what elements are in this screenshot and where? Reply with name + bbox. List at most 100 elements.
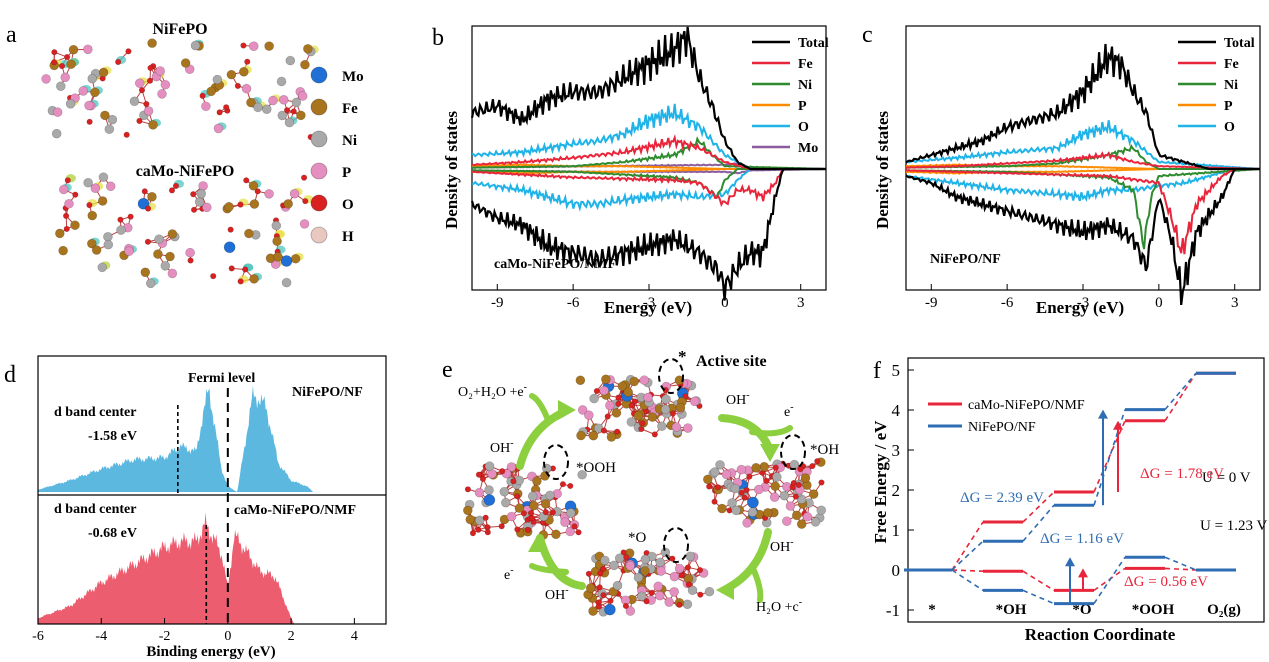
dos-line-total-up [905, 43, 1260, 171]
atom-fe [70, 220, 80, 231]
atom-o [593, 387, 600, 395]
atom-o [809, 462, 816, 470]
panel-label-e: e [442, 357, 453, 383]
atom-fe [529, 500, 539, 511]
nifepo-structure [41, 38, 319, 141]
atom-o [567, 482, 574, 490]
atom-p [671, 422, 682, 432]
atom-p [565, 526, 576, 537]
legend-label-o: O [1224, 120, 1235, 135]
legend-atom-mo [310, 66, 328, 84]
legend-label-p: P [1224, 99, 1233, 114]
energy-connector [1093, 556, 1126, 605]
atom-p [577, 405, 588, 415]
energy-connector [1022, 504, 1055, 542]
atom-fe [147, 38, 157, 48]
delta-g-label: ΔG = 2.39 eV [960, 490, 1044, 506]
atom-p [124, 246, 134, 257]
atom-p [506, 511, 517, 522]
x-axis-label-b: Energy (eV) [604, 298, 692, 317]
atom-p [753, 484, 764, 495]
legend-atom-label-p: P [342, 165, 351, 181]
atom-fe [585, 583, 596, 593]
atom-fe [140, 267, 151, 278]
atom-o [51, 49, 58, 56]
atom-o [141, 188, 148, 195]
x-tick-label: 0 [721, 295, 729, 311]
atom-p [605, 400, 615, 411]
atom-o [237, 201, 244, 208]
dos-line-fe-down [905, 168, 1260, 255]
dos-area-nifepo [38, 385, 314, 492]
atom-ni [212, 74, 223, 85]
condition-label-u0: U = 0 V [1202, 470, 1251, 486]
atom-p [157, 89, 167, 99]
atom-o [482, 514, 489, 521]
delta-g-arrow-red-bottom-head [1078, 568, 1088, 578]
atom-mo [747, 496, 759, 509]
atom-o [596, 584, 603, 591]
camo-nifepo-structure [55, 172, 314, 289]
atom-p [506, 462, 517, 472]
atom-p [683, 423, 693, 433]
species-oh-4: OH- [490, 438, 514, 456]
category-label: *OH [996, 602, 1027, 618]
intermediate-ooh: *OOH [576, 460, 616, 476]
atom-o [479, 475, 487, 483]
legend-label-ni: Ni [798, 78, 812, 93]
atom-ni [633, 572, 644, 583]
atom-p [143, 106, 154, 116]
legend-label-mo: Mo [798, 141, 818, 156]
atom-o [615, 400, 622, 407]
atom-ni [730, 483, 740, 494]
atom-ni [474, 515, 485, 526]
atom-fe [629, 376, 639, 387]
atom-o [529, 515, 536, 522]
x-tick-label: 0 [224, 629, 231, 644]
legend-label: caMo-NiFePO/NMF [968, 398, 1085, 413]
atom-o [51, 59, 58, 66]
atom-o [190, 206, 198, 213]
atom-o [622, 602, 629, 610]
atom-fe [762, 508, 773, 518]
atom-fe [165, 251, 175, 262]
delta-g-arrow-red-top-head [1113, 420, 1123, 430]
energy-connector [1164, 372, 1197, 422]
atom-ni [145, 278, 156, 289]
atom-p [90, 183, 101, 193]
atom-ni [600, 555, 610, 566]
atom-fe [100, 110, 110, 121]
atom-o [147, 64, 154, 72]
atom-o [187, 257, 194, 264]
atom-p [58, 184, 69, 195]
dos-line-total-up [470, 26, 826, 171]
atom-o [706, 483, 713, 490]
atom-mo [604, 603, 616, 616]
x-axis-label-f: Reaction Coordinate [1025, 625, 1176, 644]
atom-fe [674, 375, 685, 386]
atom-o [127, 213, 134, 220]
atom-o [475, 471, 482, 478]
atom-o [614, 428, 621, 435]
atom-o [123, 131, 130, 138]
atom-fe [588, 606, 598, 616]
atom-o [172, 182, 180, 189]
atom-fe [540, 499, 551, 509]
atom-p [669, 587, 680, 597]
atom-ni [545, 490, 555, 501]
atom-p [584, 410, 594, 420]
y-axis-label-c: Density of states [873, 111, 892, 229]
dos-line-o-down [906, 168, 1260, 202]
x-tick-label: -9 [925, 295, 938, 311]
atom-p [213, 123, 224, 134]
atom-fe [770, 481, 780, 491]
atom-o [818, 479, 825, 486]
energy-connector [951, 569, 984, 572]
atom-p [297, 91, 308, 101]
atom-o [631, 398, 638, 405]
atom-ni [789, 459, 800, 470]
atom-ni [261, 104, 272, 115]
atom-ni [484, 461, 495, 471]
delta-g-arrow-blue-top-head [1098, 409, 1108, 419]
